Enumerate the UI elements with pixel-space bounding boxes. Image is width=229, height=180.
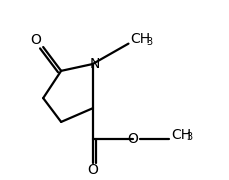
Text: CH: CH (130, 32, 150, 46)
Text: 3: 3 (185, 132, 192, 142)
Text: O: O (127, 132, 138, 146)
Text: N: N (89, 57, 100, 71)
Text: O: O (30, 33, 41, 47)
Text: CH: CH (170, 128, 190, 142)
Text: 3: 3 (145, 37, 151, 47)
Text: O: O (87, 163, 98, 177)
